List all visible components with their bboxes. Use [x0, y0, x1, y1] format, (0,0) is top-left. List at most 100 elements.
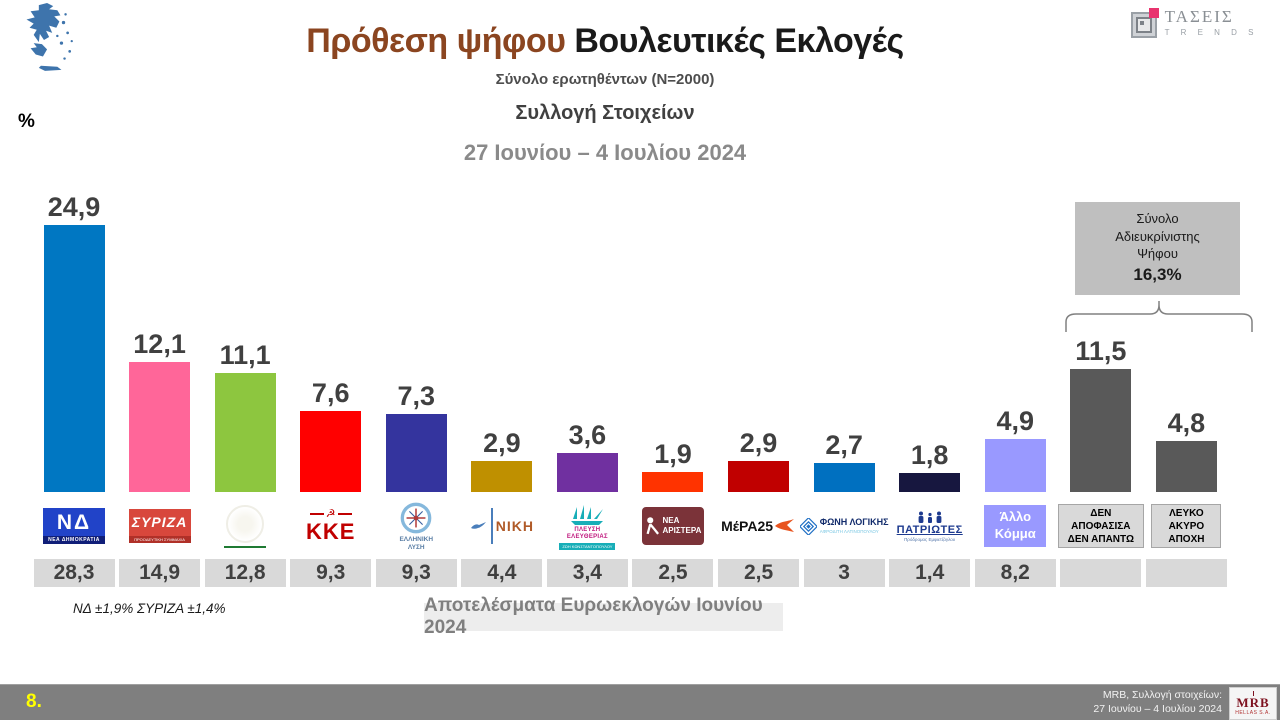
bar-nea-aristera [642, 471, 704, 492]
euro-result-nd: 28,3 [33, 559, 115, 587]
sample-subtitle: Σύνολο ερωτηθέντων (N=2000) [495, 71, 715, 88]
bar-kke [300, 410, 362, 492]
column-lefko-akyro: 4,8 ΛΕΥΚΟ ΑΚΥΡΟ ΑΠΟΧΗ [1144, 190, 1229, 587]
bar-value-den-apofasisa: 11,5 [1075, 335, 1127, 366]
title-accent: Πρόθεση ψήφου [306, 22, 566, 60]
column-mera25: 2,9 ΜέΡΑ25 2,5 [716, 190, 801, 587]
margin-of-error-note: ΝΔ ±1,9% ΣΥΡΙΖΑ ±1,4% [73, 601, 226, 616]
column-nd: 24,9 ΝΔ ΝΕΑ ΔΗΜΟΚΡΑΤΙΑ 28,3 [32, 190, 117, 587]
percent-axis-label: % [18, 111, 35, 132]
bar-value-niki: 2,9 [483, 427, 521, 458]
euro-result-foni: 3 [803, 559, 885, 587]
mrb-logo: MRB HELLAS S.A. [1229, 687, 1277, 720]
pasok-sun-icon [226, 504, 265, 543]
mera25-swallow-icon [775, 519, 795, 532]
bar-plefsi [556, 453, 618, 492]
logo-elliniki-lysi: ΕΛΛΗΝΙΚΗ ΛΥΣΗ [372, 496, 461, 556]
bar-allo-komma [984, 439, 1046, 492]
euro-result-niki: 4,4 [461, 559, 543, 587]
column-syriza: 12,1 ΣΥΡΙΖΑ ΠΡΟΟΔΕΥΤΙΚΗ ΣΥΜΜΑΧΙΑ 14,9 [117, 190, 202, 587]
bar-elliniki-lysi [385, 413, 447, 492]
logo-pasok [201, 496, 290, 556]
column-allo-komma: 4,9 Άλλο Κόμμα 8,2 [973, 190, 1058, 587]
column-pasok: 11,1 12,8 [203, 190, 288, 587]
page-number: 8. [26, 691, 42, 712]
logo-kke: ☭ ΚΚΕ [305, 507, 356, 544]
bar-value-patriotes: 1,8 [910, 439, 949, 470]
source-note: MRB, Συλλογή στοιχείων: 27 Ιουνίου – 4 Ι… [1093, 689, 1222, 715]
euro-result-den-apofasisa [1060, 559, 1142, 587]
bar-syriza [129, 362, 191, 492]
hammer-sickle-icon: ☭ [325, 507, 336, 520]
bar-value-mera25: 2,9 [739, 427, 778, 458]
column-kke: 7,6 ☭ ΚΚΕ 9,3 [288, 190, 373, 587]
label-lefko-akyro: ΛΕΥΚΟ ΑΚΥΡΟ ΑΠΟΧΗ [1142, 496, 1231, 556]
title-rest: Βουλευτικές Εκλογές [565, 22, 904, 60]
brace-icon [1065, 301, 1253, 332]
bar-value-syriza: 12,1 [133, 329, 186, 360]
bar-foni [813, 463, 875, 492]
bar-value-nea-aristera: 1,9 [654, 438, 692, 469]
pasok-green-underline [224, 545, 267, 548]
column-den-apofasisa: 11,5 ΔΕΝ ΑΠΟΦΑΣΙΣΑ ΔΕΝ ΑΠΑΝΤΩ [1056, 190, 1145, 587]
bar-patriotes [899, 472, 961, 492]
bar-mera25 [728, 460, 790, 492]
euro-result-elliniki-lysi: 9,3 [375, 559, 457, 587]
bar-value-kke: 7,6 [311, 377, 350, 408]
tasis-squares-icon [1129, 8, 1159, 38]
greece-map-icon [26, 3, 73, 71]
tasis-name: ΤΑΣΕΙΣ [1164, 7, 1234, 26]
bar-value-allo-komma: 4,9 [996, 406, 1035, 437]
column-patriotes: 1,8 ΠΑΤΡΙΩΤΕΣ Πρόδρομος Εμφιετζόγλου 1,4 [887, 190, 972, 587]
euro-result-lefko-akyro [1145, 559, 1227, 587]
bar-pasok [214, 373, 276, 492]
column-nea-aristera: 1,9 ΝΕΑ ΑΡΙΣΤΕΡΑ 2,5 [630, 190, 715, 587]
bar-value-nd: 24,9 [47, 192, 101, 223]
bar-value-pasok: 11,1 [219, 340, 271, 371]
bar-den-apofasisa [1070, 368, 1132, 492]
logo-foni-logikis: ΦΩΝΗ ΛΟΓΙΚΗΣ ΑΦΡΟΔΙΤΗ ΛΑΤΙΝΟΠΟΥΛΟΥ [799, 496, 889, 556]
logo-nd: ΝΔ ΝΕΑ ΔΗΜΟΚΡΑΤΙΑ [30, 496, 119, 556]
sailboat-icon [571, 504, 604, 525]
euro-result-mera25: 2,5 [718, 559, 800, 587]
undecided-total-value: 16,3% [1133, 264, 1182, 284]
euro-results-label: Αποτελέσματα Ευρωεκλογών Ιουνίου 2024 [424, 595, 783, 638]
nea-aristera-figure-icon [646, 517, 659, 535]
logo-patriotes: ΠΑΤΡΙΩΤΕΣ Πρόδρομος Εμφιετζόγλου [885, 496, 974, 556]
bar-value-lefko-akyro: 4,8 [1167, 407, 1206, 438]
collection-label: Συλλογή Στοιχείων [515, 102, 695, 124]
logo-mera25: ΜέΡΑ25 [714, 496, 803, 556]
logo-syriza: ΣΥΡΙΖΑ ΠΡΟΟΔΕΥΤΙΚΗ ΣΥΜΜΑΧΙΑ [115, 496, 204, 556]
logo-niki: ΝΙΚΗ [457, 496, 546, 556]
niki-bird-icon [470, 522, 486, 529]
tasis-trends-logo: ΤΑΣΕΙΣ T R E N D S [1129, 8, 1258, 38]
euro-result-nea-aristera: 2,5 [632, 559, 714, 587]
page-title: Πρόθεση ψήφου Βουλευτικές Εκλογές [70, 22, 1140, 61]
bar-value-foni: 2,7 [825, 430, 863, 461]
patriotes-figures-icon [918, 511, 942, 523]
bar-value-plefsi: 3,6 [568, 420, 607, 451]
column-elliniki-lysi: 7,3 ΕΛΛΗΝΙΚΗ ΛΥΣΗ 9,3 [374, 190, 459, 587]
bar-niki [471, 460, 533, 492]
euro-result-syriza: 14,9 [119, 559, 201, 587]
undecided-total-box: Σύνολο Αδιευκρίνιστης Ψήφου 16,3% [1075, 202, 1240, 295]
euro-result-pasok: 12,8 [204, 559, 286, 587]
logo-plefsi: ΠΛΕΥΣΗ ΕΛΕΥΘΕΡΙΑΣ ΖΩΗ ΚΩΝΣΤΑΝΤΟΠΟΥΛΟΥ [543, 496, 632, 556]
label-allo-komma: Άλλο Κόμμα [971, 496, 1060, 556]
date-range: 27 Ιουνίου – 4 Ιουλίου 2024 [463, 140, 747, 165]
label-den-apofasisa: ΔΕΝ ΑΠΟΦΑΣΙΣΑ ΔΕΝ ΑΠΑΝΤΩ [1056, 496, 1145, 556]
euro-result-allo-komma: 8,2 [974, 559, 1056, 587]
foni-diamond-icon [799, 517, 817, 535]
column-foni-logikis: 2,7 ΦΩΝΗ ΛΟΓΙΚΗΣ ΑΦΡΟΔΙΤΗ ΛΑΤΙΝΟΠΟΥΛΟΥ 3 [799, 190, 889, 587]
logo-nea-aristera: ΝΕΑ ΑΡΙΣΤΕΡΑ [628, 496, 717, 556]
euro-result-plefsi: 3,4 [546, 559, 628, 587]
euro-result-kke: 9,3 [290, 559, 372, 587]
bar-value-elliniki-lysi: 7,3 [397, 380, 436, 411]
bar-nd [43, 225, 105, 492]
tasis-sub: T R E N D S [1164, 28, 1258, 37]
footer-bar: 8. MRB, Συλλογή στοιχείων: 27 Ιουνίου – … [0, 684, 1280, 720]
compass-icon [400, 502, 432, 534]
column-plefsi-eleftherias: 3,6 ΠΛΕΥΣΗ ΕΛΕΥΘΕΡΙΑΣ ΖΩΗ ΚΩΝΣΤΑΝΤΟΠΟΥΛΟΥ… [545, 190, 630, 587]
column-niki: 2,9 ΝΙΚΗ 4,4 [459, 190, 544, 587]
